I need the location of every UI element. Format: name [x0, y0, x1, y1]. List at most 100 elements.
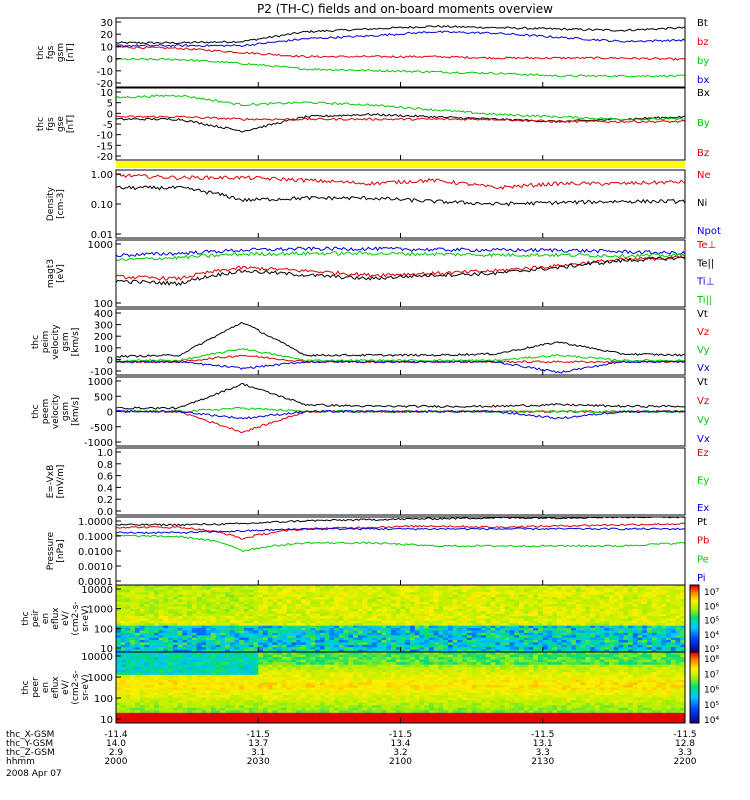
heat-cell	[116, 697, 122, 701]
heat-cell	[547, 623, 553, 626]
heat-cell	[130, 599, 136, 603]
heat-cell	[277, 697, 283, 701]
heat-cell	[547, 628, 553, 631]
heat-cell	[547, 585, 553, 588]
heat-cell	[272, 585, 278, 588]
y-axis-label: magt3	[46, 259, 56, 288]
heat-cell	[585, 628, 591, 631]
heat-cell	[310, 662, 316, 665]
heat-cell	[139, 647, 145, 650]
heat-cell	[490, 630, 496, 634]
heat-cell	[424, 606, 430, 610]
heat-cell	[324, 642, 330, 646]
heat-cell	[362, 611, 368, 615]
heat-cell	[538, 618, 544, 622]
heat-cell	[632, 604, 638, 607]
y-axis-label: thc	[36, 117, 46, 131]
heat-cell	[291, 692, 297, 696]
heat-cell	[296, 669, 302, 673]
heat-cell	[134, 700, 141, 704]
heat-cell	[258, 635, 264, 638]
heat-cell	[125, 637, 131, 641]
heat-cell	[319, 652, 325, 655]
heat-cell	[116, 669, 122, 673]
heat-cell	[533, 608, 539, 612]
heat-cell	[343, 604, 349, 607]
heat-cell	[538, 585, 544, 588]
heat-cell	[310, 652, 316, 655]
heat-cell	[552, 587, 558, 591]
heat-cell	[590, 620, 596, 624]
heat-cell	[116, 608, 122, 612]
heat-cell	[485, 601, 491, 605]
heat-cell	[613, 616, 619, 619]
heat-cell	[244, 594, 250, 598]
heat-cell	[210, 654, 216, 658]
heat-cell	[296, 594, 302, 598]
heat-cell	[149, 717, 155, 721]
heat-cell	[495, 637, 501, 641]
heat-cell	[500, 625, 506, 629]
heat-cell	[215, 587, 221, 591]
heat-cell	[220, 592, 226, 595]
heat-cell	[414, 601, 420, 605]
heat-cell	[457, 630, 463, 634]
heat-cell	[134, 652, 141, 655]
heat-cell	[514, 616, 520, 619]
heat-cell	[457, 608, 463, 612]
heat-cell	[462, 611, 468, 615]
legend-Pb: Pb	[697, 536, 709, 547]
heat-cell	[651, 649, 657, 653]
heat-cell	[172, 707, 178, 711]
heat-cell	[244, 667, 250, 671]
heat-cell	[215, 618, 221, 622]
heat-cell	[130, 587, 136, 591]
heat-cell	[533, 601, 539, 605]
heat-cell	[262, 654, 269, 658]
heat-cell	[575, 608, 581, 612]
heat-cell	[234, 616, 240, 619]
heat-cell	[509, 596, 515, 600]
heat-cell	[447, 594, 453, 598]
heat-cell	[362, 623, 368, 626]
heat-cell	[229, 717, 235, 721]
heat-cell	[134, 654, 141, 658]
heat-cell	[575, 592, 581, 595]
heat-cell	[661, 604, 667, 607]
heat-cell	[168, 657, 174, 660]
heat-cell	[575, 616, 581, 619]
heat-cell	[533, 630, 539, 634]
heat-cell	[386, 635, 392, 638]
heat-cell	[277, 596, 283, 600]
heat-cell	[613, 585, 619, 588]
heat-cell	[428, 640, 434, 643]
heat-cell	[300, 632, 306, 636]
heat-cell	[201, 640, 207, 643]
heat-cell	[182, 613, 188, 617]
heat-cell	[343, 601, 349, 605]
heat-cell	[220, 652, 226, 655]
heat-cell	[182, 618, 188, 622]
heat-cell	[590, 649, 596, 653]
heat-cell	[424, 587, 430, 591]
heat-cell	[172, 640, 178, 643]
heat-cell	[519, 618, 525, 622]
heat-cell	[623, 618, 629, 622]
heat-cell	[296, 677, 302, 681]
heat-cell	[296, 611, 302, 615]
heat-cell	[329, 662, 335, 665]
heat-cell	[291, 635, 297, 638]
heat-cell	[547, 642, 553, 646]
heat-cell	[177, 601, 183, 605]
heat-cell	[680, 608, 686, 612]
heat-cell	[495, 644, 501, 648]
heat-cell	[609, 625, 615, 629]
heat-cell	[125, 618, 131, 622]
heat-cell	[471, 616, 477, 619]
heat-cell	[196, 592, 202, 595]
heat-cell	[471, 625, 477, 629]
heat-cell	[528, 592, 534, 595]
heat-cell	[547, 630, 553, 634]
heat-cell	[566, 599, 572, 603]
